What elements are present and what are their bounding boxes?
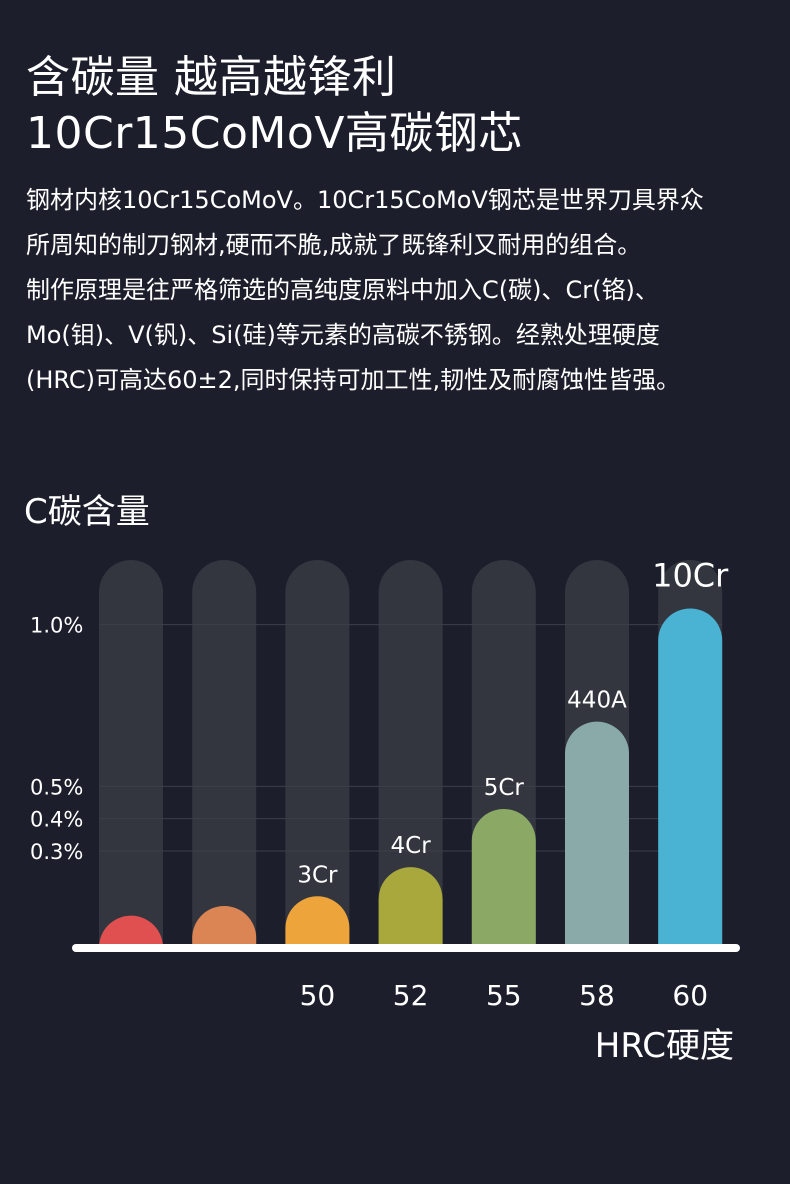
bar <box>658 608 723 948</box>
bar-track <box>99 560 163 948</box>
bar-label: 4Cr <box>391 833 432 859</box>
description-line-4: Mo(钼)、V(钒)、Si(硅)等元素的高碳不锈钢。经熟处理硬度 <box>26 321 660 349</box>
x-tick-label: 58 <box>579 979 615 1012</box>
bar <box>565 721 629 948</box>
bar <box>285 896 350 948</box>
description-line-3: 制作原理是往严格筛选的高纯度原料中加入C(碳)、Cr(铬)、 <box>26 276 659 304</box>
bar-track <box>285 560 350 948</box>
x-tick-label: 60 <box>672 979 708 1012</box>
bar-label: 10Cr <box>652 557 729 595</box>
y-tick-label: 0.5% <box>30 775 83 799</box>
title-line-1: 含碳量 越高越锋利 <box>26 52 397 103</box>
bar <box>378 867 443 948</box>
description-line-5: (HRC)可高达60±2,同时保持可加工性,韧性及耐腐蚀性皆强。 <box>26 366 681 394</box>
y-tick-label: 1.0% <box>30 614 83 638</box>
bar-label: 3Cr <box>297 862 338 888</box>
x-axis-label: HRC硬度 <box>594 1026 734 1066</box>
chart-title: C碳含量 <box>24 492 150 532</box>
page-title: 含碳量 越高越锋利 10Cr15CoMoV高碳钢芯 <box>26 50 766 162</box>
bar-label: 5Cr <box>484 775 525 801</box>
description-line-2: 所周知的制刀钢材,硬而不脆,成就了既锋利又耐用的组合。 <box>26 231 642 259</box>
title-line-2: 10Cr15CoMoV高碳钢芯 <box>26 108 523 159</box>
bar-track <box>192 560 257 948</box>
bar <box>99 915 163 948</box>
x-tick-label: 52 <box>393 979 429 1012</box>
y-tick-label: 0.3% <box>30 840 83 864</box>
y-tick-label: 0.4% <box>30 808 83 832</box>
description-line-1: 钢材内核10Cr15CoMoV。10Cr15CoMoV钢芯是世界刀具界众 <box>26 186 704 214</box>
x-tick-label: 55 <box>486 979 522 1012</box>
bar <box>192 905 257 948</box>
bar <box>471 808 536 948</box>
description: 钢材内核10Cr15CoMoV。10Cr15CoMoV钢芯是世界刀具界众 所周知… <box>26 178 766 403</box>
x-tick-label: 50 <box>300 979 336 1012</box>
bar-label: 440A <box>567 688 627 714</box>
